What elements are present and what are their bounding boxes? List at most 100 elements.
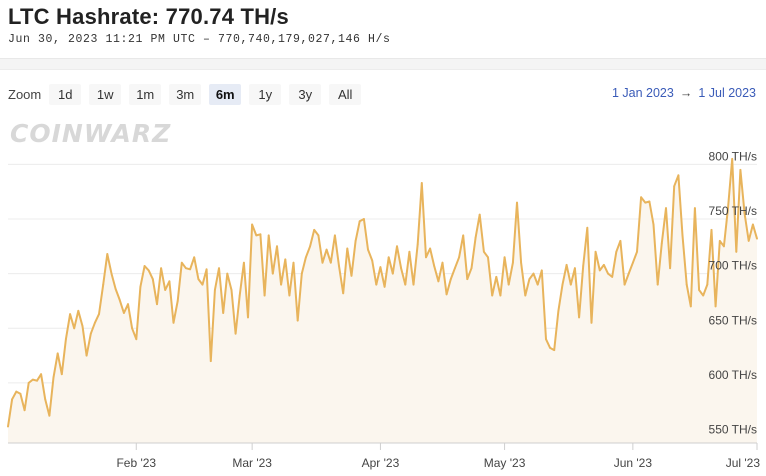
data-point [565, 264, 568, 266]
data-point [259, 233, 262, 236]
y-tick-label: 550 TH/s [709, 423, 757, 437]
data-point [300, 272, 303, 275]
x-tick-label: Mar '23 [232, 456, 272, 470]
data-point [27, 382, 30, 384]
data-point [441, 261, 444, 264]
zoom-1m-button[interactable]: 1m [129, 83, 162, 105]
data-point [271, 272, 274, 275]
page-title: LTC Hashrate: 770.74 TH/s [8, 4, 289, 29]
data-point [681, 234, 684, 237]
hashrate-line [7, 157, 758, 427]
data-point [106, 253, 109, 255]
zoom-3m-button[interactable]: 3m [169, 83, 202, 105]
data-point [516, 201, 518, 204]
data-point [60, 373, 63, 376]
data-point [292, 261, 295, 264]
data-point [222, 312, 225, 314]
data-point [7, 425, 9, 428]
data-point [193, 256, 196, 259]
data-point [305, 256, 307, 259]
data-point [623, 283, 626, 286]
data-point [673, 185, 676, 188]
range-to-date[interactable]: 1 Jul 2023 [698, 86, 756, 100]
data-point [201, 283, 204, 286]
data-point [689, 305, 692, 308]
data-point [665, 207, 667, 210]
data-point [574, 267, 576, 270]
data-point [321, 261, 324, 264]
zoom-3y-button[interactable]: 3y [289, 83, 322, 105]
data-point [706, 283, 709, 286]
data-point [615, 250, 618, 253]
zoom-6m-button[interactable]: 6m [209, 83, 242, 105]
data-point [598, 269, 601, 272]
data-point [89, 332, 92, 335]
zoom-1w-button[interactable]: 1w [89, 83, 122, 105]
data-point [118, 299, 121, 301]
data-point [652, 223, 655, 226]
data-point [694, 207, 696, 210]
data-point [520, 261, 522, 264]
zoom-1y-button[interactable]: 1y [249, 83, 282, 105]
data-point [280, 283, 282, 286]
data-point [607, 272, 609, 275]
data-point [594, 250, 597, 253]
data-point [218, 267, 220, 270]
data-point [358, 220, 361, 223]
data-point [391, 272, 394, 275]
data-point [48, 414, 51, 417]
data-point [669, 267, 671, 270]
data-point [288, 294, 291, 297]
data-point [400, 267, 402, 270]
data-point [636, 250, 638, 253]
data-point [433, 265, 436, 267]
data-point [77, 309, 80, 312]
data-point [325, 248, 328, 251]
data-point [383, 285, 386, 288]
data-point [640, 196, 642, 199]
zoom-1d-button[interactable]: 1d [49, 83, 82, 105]
data-point [752, 223, 754, 226]
data-point [462, 234, 465, 237]
x-tick-label: Jul '23 [726, 456, 761, 470]
data-point [524, 294, 527, 297]
zoom-all-button[interactable]: All [329, 83, 362, 105]
x-tick-label: Jun '23 [614, 456, 653, 470]
data-point [139, 285, 142, 288]
data-point [180, 261, 183, 264]
data-point [127, 303, 129, 306]
data-point [603, 264, 605, 266]
y-tick-label: 800 TH/s [709, 149, 757, 163]
data-point [110, 272, 113, 275]
y-tick-label: 600 TH/s [709, 368, 757, 382]
data-point [644, 201, 647, 204]
data-point [102, 283, 105, 286]
data-point [445, 293, 448, 296]
data-point [416, 243, 419, 246]
hashrate-timestamp: Jun 30, 2023 11:21 PM UTC – 770,740,179,… [8, 33, 391, 46]
data-point [209, 360, 212, 362]
data-point [590, 321, 593, 324]
data-point [243, 261, 245, 264]
data-point [189, 268, 192, 271]
data-point [94, 321, 96, 324]
date-range: 1 Jan 2023 → 1 Jul 2023 [612, 86, 756, 100]
data-point [483, 250, 485, 253]
data-point [56, 352, 59, 355]
data-point [512, 261, 514, 264]
data-point [437, 280, 440, 283]
range-from-date[interactable]: 1 Jan 2023 [611, 86, 674, 100]
data-point [230, 289, 233, 291]
data-point [528, 278, 531, 280]
data-point [317, 234, 320, 237]
data-point [569, 283, 572, 286]
data-point [375, 283, 378, 286]
data-point [470, 267, 473, 270]
area-fill [8, 158, 757, 443]
data-point [487, 256, 489, 259]
data-point [540, 269, 543, 272]
data-point [747, 240, 750, 242]
data-point [743, 212, 746, 215]
data-point [718, 240, 721, 242]
